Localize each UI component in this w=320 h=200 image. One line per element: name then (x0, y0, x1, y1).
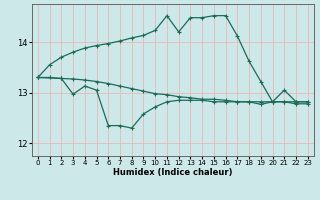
X-axis label: Humidex (Indice chaleur): Humidex (Indice chaleur) (113, 168, 233, 177)
